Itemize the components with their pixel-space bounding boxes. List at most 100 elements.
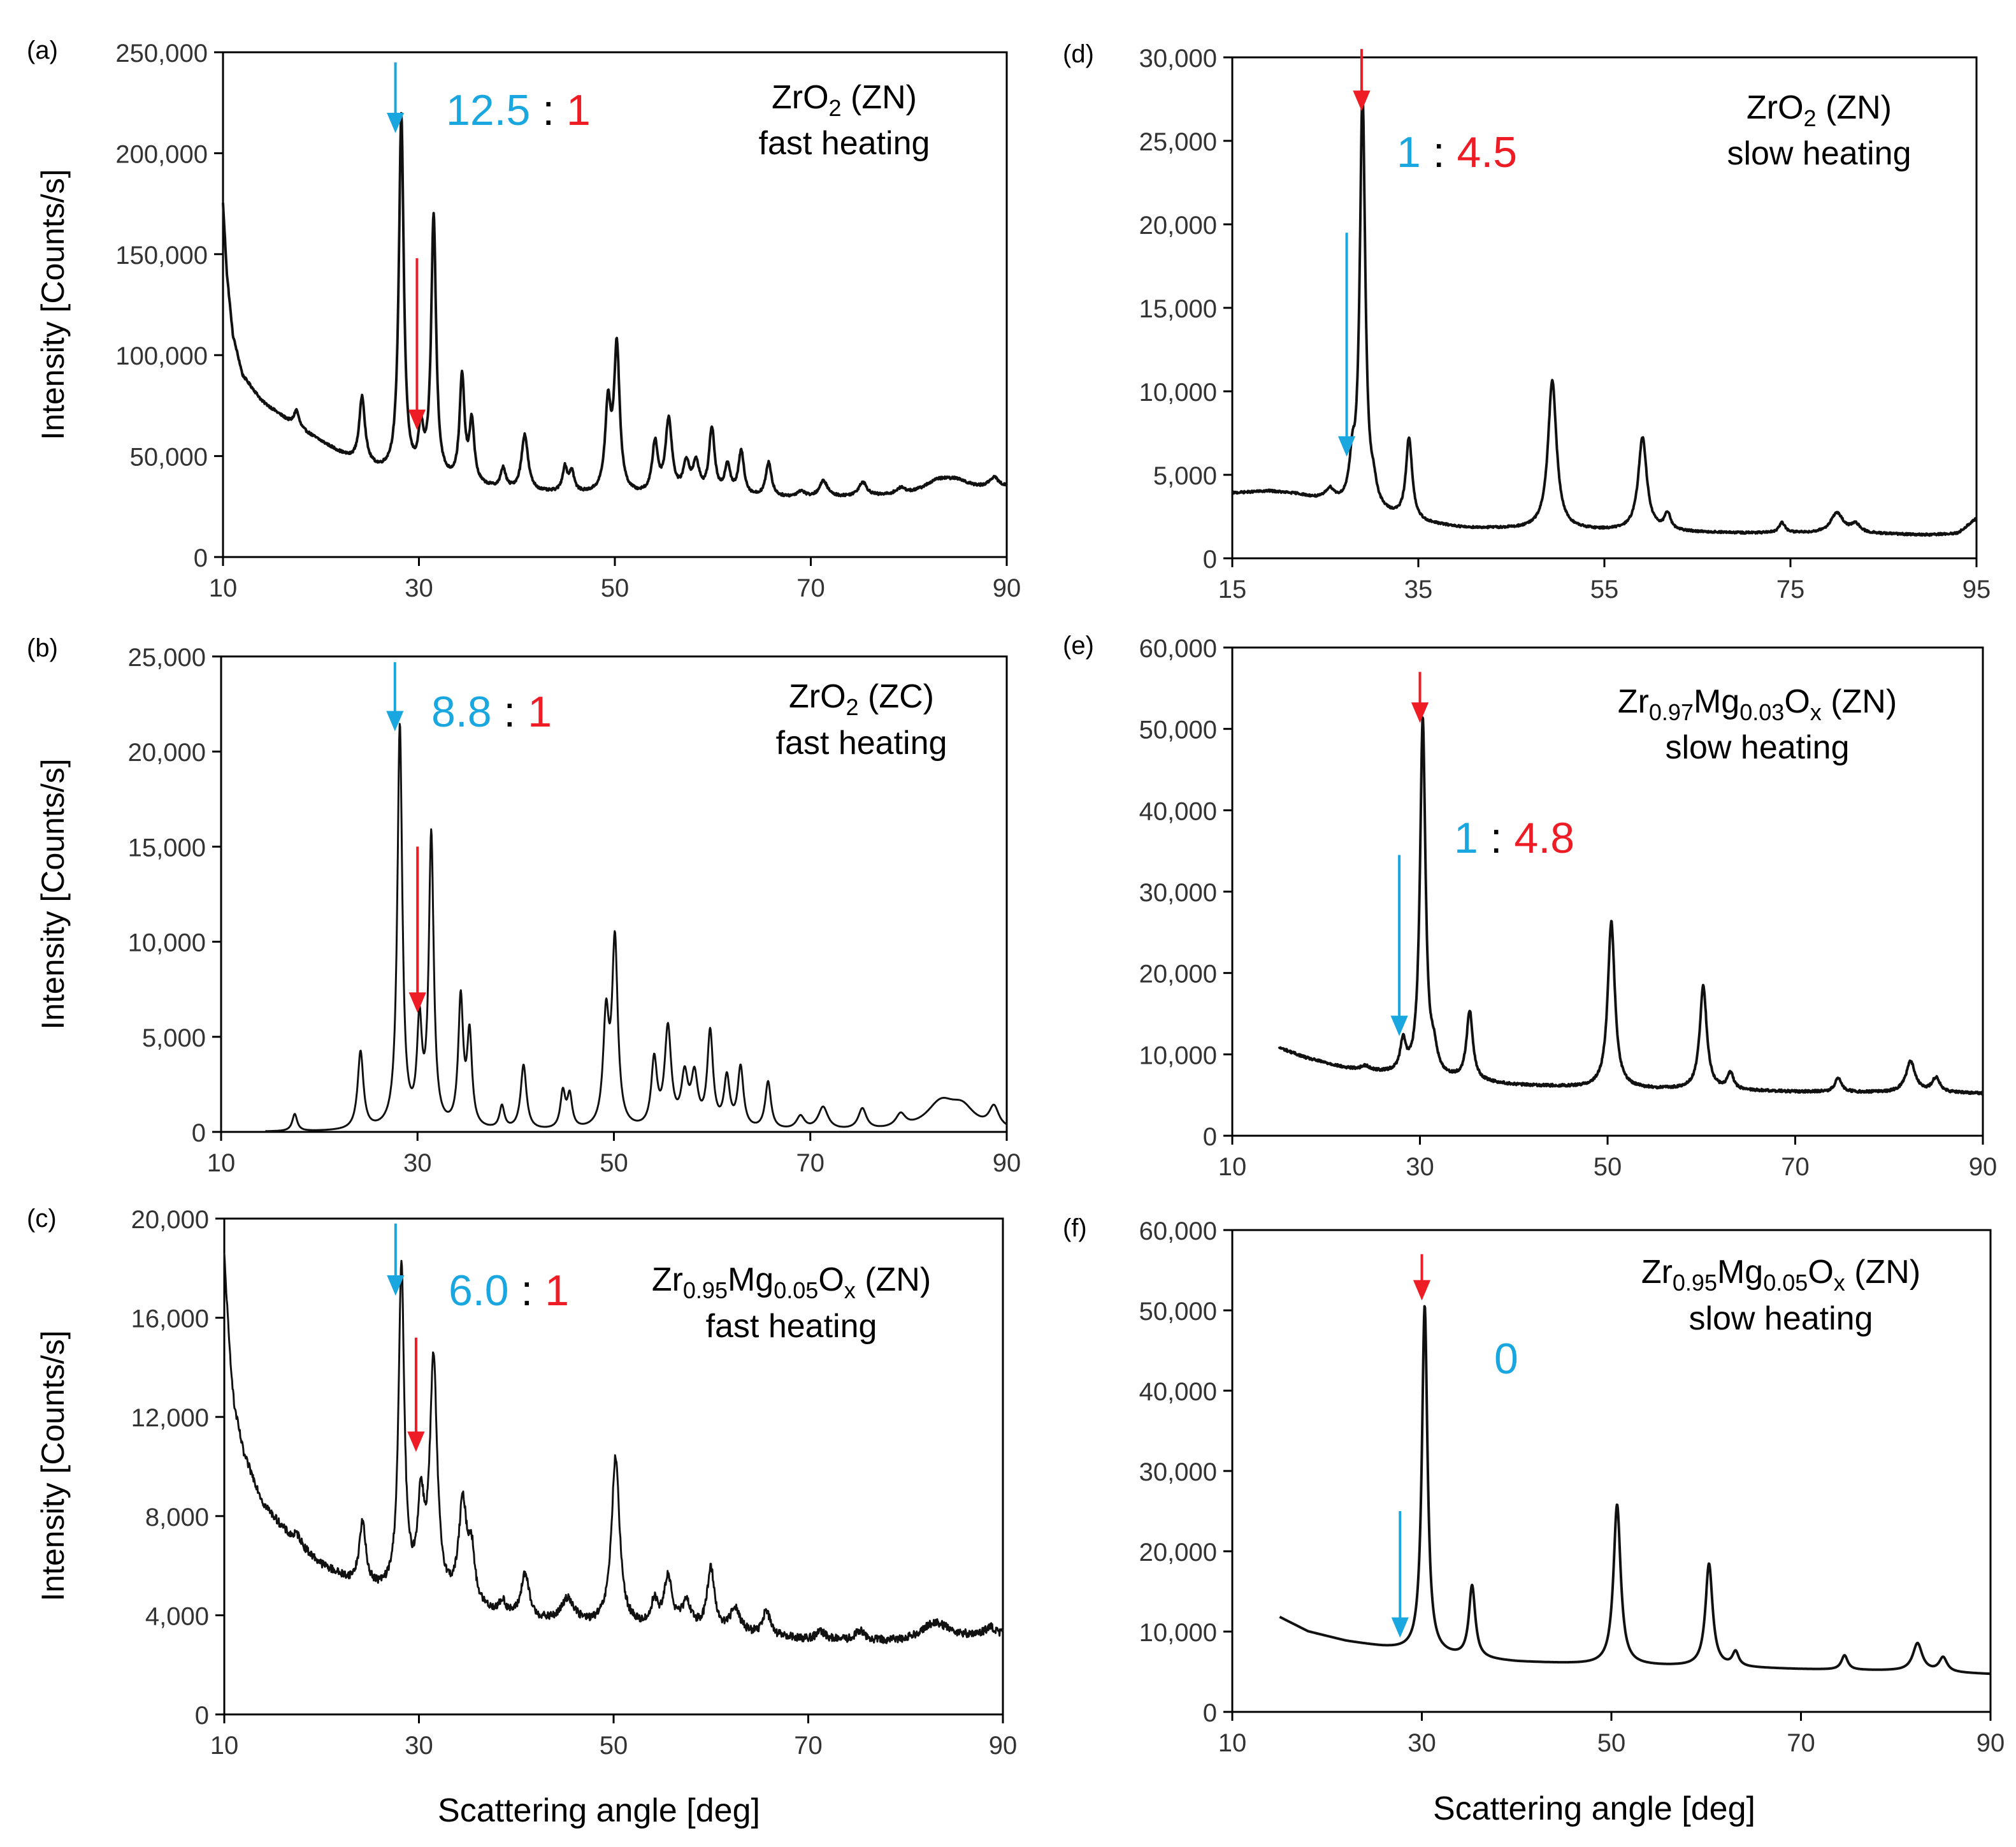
y-tick-label: 250,000 [115, 40, 208, 68]
x-tick-label: 70 [796, 574, 825, 602]
panel-c-ratio-blue: 6.0 [449, 1266, 509, 1315]
panel-c-label: (c) [27, 1205, 57, 1233]
panel-c-xticks: 10 30 50 70 90 [210, 1714, 1018, 1760]
panel-d-ratio-blue: 1 [1397, 128, 1421, 177]
panel-f: (f) 0 10,000 20,000 30,000 40,000 50,000 60,00… [1063, 1214, 2005, 1757]
panel-e-title-line1: Zr0.97Mg0.03Ox (ZN) [1618, 683, 1897, 725]
panel-a-ratio-red: 1 [566, 86, 591, 134]
y-tick-label: 25,000 [128, 644, 206, 672]
panel-a-title-line1: ZrO2 (ZN) [772, 79, 917, 121]
y-tick-label: 0 [1203, 1123, 1217, 1151]
panel-e-yticks: 0 10,000 20,000 30,000 40,000 50,000 60,000 [1139, 635, 1232, 1151]
y-tick-label: 16,000 [131, 1305, 209, 1333]
y-tick-label: 5,000 [142, 1024, 206, 1052]
panel-b-series-line [264, 723, 1007, 1133]
y-tick-label: 10,000 [1139, 1619, 1217, 1647]
x-tick-label: 90 [993, 574, 1021, 602]
title-part: x [1834, 1270, 1845, 1296]
title-part: ZrO [1746, 89, 1804, 126]
x-tick-label: 15 [1218, 576, 1247, 604]
y-tick-label: 12,000 [131, 1404, 209, 1432]
x-tick-label: 10 [207, 1149, 236, 1177]
title-part: 2 [1804, 105, 1817, 131]
title-part: Zr [652, 1261, 683, 1298]
title-part: Mg [728, 1261, 774, 1298]
x-tick-label: 55 [1590, 576, 1619, 604]
panel-a-xticks: 10 30 50 70 90 [209, 557, 1021, 602]
y-tick-label: 20,000 [131, 1206, 209, 1234]
x-tick-label: 10 [1218, 1729, 1247, 1757]
panel-d: (d) 0 5,000 10,000 15,000 20,000 25,000 30,000… [1063, 40, 1991, 604]
panel-e-label: (e) [1063, 632, 1094, 660]
panel-e-ratio: 1 : 4.8 [1454, 814, 1574, 862]
y-tick-label: 30,000 [1139, 1458, 1217, 1486]
title-part: Zr [1618, 683, 1649, 720]
y-tick-label: 4,000 [145, 1602, 209, 1630]
title-part: (ZC) [859, 678, 934, 715]
title-part: Mg [1694, 683, 1739, 720]
panel-b-title-line2: fast heating [776, 725, 947, 762]
title-part: O [1784, 683, 1810, 720]
panel-f-title-line2: slow heating [1688, 1300, 1873, 1337]
title-part: Zr [1641, 1254, 1673, 1291]
y-tick-label: 10,000 [1139, 379, 1217, 407]
panel-e-xticks: 10 30 50 70 90 [1218, 1136, 1997, 1181]
y-tick-label: 20,000 [1139, 960, 1217, 989]
panel-b-xticks: 10 30 50 70 90 [207, 1132, 1021, 1177]
y-tick-label: 50,000 [130, 444, 208, 472]
title-part: 0.05 [774, 1277, 818, 1303]
panel-a-label: (a) [27, 36, 58, 64]
panel-e-series-line [1278, 716, 1984, 1096]
title-part: O [818, 1261, 844, 1298]
panel-d-xticks: 15 35 55 75 95 [1218, 558, 1991, 604]
y-tick-label: 15,000 [128, 834, 206, 862]
y-tick-label: 60,000 [1139, 635, 1217, 663]
panel-a-title-line2: fast heating [759, 125, 930, 162]
x-tick-label: 10 [209, 574, 238, 602]
y-tick-label: 8,000 [145, 1503, 209, 1532]
panel-b-ratio-blue: 8.8 [431, 688, 492, 736]
x-tick-label: 30 [405, 1732, 433, 1760]
panel-d-title-line2: slow heating [1727, 135, 1911, 172]
y-tick-label: 15,000 [1139, 295, 1217, 323]
panel-b-title-line1: ZrO2 (ZC) [789, 678, 934, 720]
y-tick-label: 150,000 [115, 242, 208, 270]
panel-b-label: (b) [27, 634, 58, 662]
panel-d-ratio-sep: : [1421, 128, 1457, 177]
x-tick-label: 10 [1218, 1153, 1247, 1181]
x-tick-label: 30 [1408, 1729, 1436, 1757]
panel-e-ratio-red: 4.8 [1515, 814, 1575, 862]
title-part: x [844, 1277, 856, 1303]
x-tick-label: 50 [600, 1732, 628, 1760]
panel-d-title-line1: ZrO2 (ZN) [1746, 89, 1892, 131]
panel-d-series-line [1231, 90, 1978, 537]
title-part: ZrO [789, 678, 846, 715]
panel-a-series-line [222, 112, 1008, 498]
panel-b: (b) 0 5,000 10,000 15,000 20,000 25,000 10 30 5… [27, 634, 1021, 1177]
title-part: (ZN) [1817, 89, 1892, 126]
title-part: 0.03 [1739, 699, 1784, 725]
panel-d-ratio-red: 4.5 [1457, 128, 1518, 177]
title-part: Mg [1717, 1254, 1763, 1291]
x-tick-label: 90 [1976, 1729, 2005, 1757]
y-tick-label: 40,000 [1139, 797, 1217, 825]
panel-d-frame [1231, 56, 1978, 560]
y-tick-label: 20,000 [1139, 212, 1217, 240]
x-tick-label: 70 [1781, 1153, 1810, 1181]
panel-c-title-line2: fast heating [706, 1308, 877, 1345]
y-tick-label: 60,000 [1139, 1217, 1217, 1245]
panel-c-ratio-red: 1 [545, 1266, 569, 1315]
x-axis-title-left: Scattering angle [deg] [438, 1792, 760, 1829]
x-tick-label: 90 [989, 1732, 1018, 1760]
x-tick-label: 50 [601, 574, 630, 602]
panel-e-title-line2: slow heating [1665, 729, 1849, 766]
panel-c: (c) 0 4,000 8,000 12,000 16,000 20,000 10 30 50… [27, 1205, 1017, 1760]
y-tick-label: 0 [1203, 546, 1217, 574]
y-tick-label: 50,000 [1139, 716, 1217, 744]
y-axis-title-b: Intensity [Counts/s] [35, 758, 71, 1029]
x-tick-label: 35 [1404, 576, 1433, 604]
title-part: 2 [846, 694, 859, 720]
x-tick-label: 70 [794, 1732, 823, 1760]
panel-e-ratio-blue: 1 [1454, 814, 1478, 862]
x-tick-label: 90 [993, 1149, 1021, 1177]
